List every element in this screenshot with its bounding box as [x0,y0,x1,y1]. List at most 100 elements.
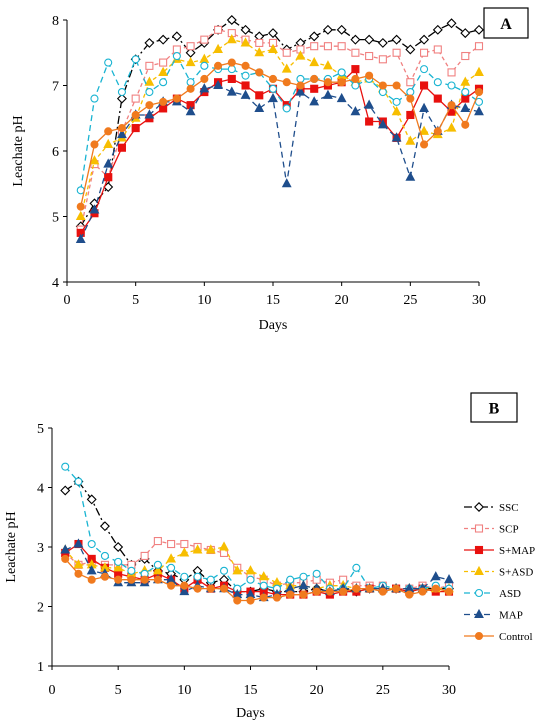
data-point [474,66,484,76]
data-point [99,521,110,532]
legend-marker [474,545,484,555]
data-point [296,74,305,83]
data-point [233,596,242,605]
data-point [116,93,127,104]
data-point [114,557,123,566]
y-tick-label: 4 [52,276,59,291]
data-point [75,210,86,221]
data-point [365,117,374,126]
data-point [322,24,333,35]
data-point [474,88,484,97]
series-control [76,58,484,211]
data-point [351,48,360,57]
series-control [61,554,454,605]
x-tick-label: 30 [472,293,486,308]
y-tick-label: 5 [52,211,59,226]
data-point [433,78,442,87]
data-point [420,81,429,90]
data-point [185,56,196,67]
data-point [364,99,375,109]
data-point [90,94,99,103]
data-point [241,81,250,90]
data-point [103,158,114,168]
series-line [80,84,480,240]
data-point [419,102,429,112]
data-point [365,51,374,61]
data-point [246,596,255,605]
data-point [240,24,251,35]
data-point [158,34,169,45]
data-point [268,43,278,54]
data-point [227,65,236,74]
data-point [433,45,442,54]
data-point [152,565,163,575]
data-point [145,61,154,70]
data-point [282,104,291,113]
data-point [73,559,84,569]
legend-label: SSC [499,502,519,514]
data-point [200,74,209,83]
panel-label: A [500,16,512,33]
series-s-map [76,65,484,237]
data-point [245,565,256,575]
data-point [282,48,291,57]
legend-marker [474,608,484,619]
data-point [246,575,255,584]
data-point [114,575,123,584]
data-point [419,34,430,45]
legend-label: S+ASD [499,567,533,579]
data-point [103,138,114,148]
data-point [153,575,162,584]
data-point [474,42,484,51]
data-point [444,574,454,584]
data-point [205,544,216,554]
data-point [299,590,308,599]
data-point [281,178,292,188]
data-point [461,120,470,129]
data-point [391,106,402,116]
data-point [378,55,387,64]
data-point [405,171,416,181]
data-point [61,462,70,471]
legend-label: ASD [499,588,521,600]
data-point [312,569,321,578]
x-axis-label: Days [259,318,288,333]
data-point [199,83,210,93]
x-tick-label: 15 [244,683,258,698]
data-point [461,88,470,97]
x-tick-label: 0 [64,293,71,308]
data-point [460,76,471,86]
legend-label: SCP [499,524,519,536]
data-point [405,590,414,599]
data-point [159,97,168,106]
data-point [405,44,416,55]
data-point [339,587,348,596]
data-point [104,127,113,136]
data-point [89,155,100,165]
y-tick-label: 5 [37,422,44,437]
data-point [351,65,360,74]
data-point [227,74,236,83]
data-point [391,34,402,45]
data-point [268,74,278,83]
data-point [200,35,209,44]
data-point [75,233,86,243]
data-point [296,81,305,90]
data-point [186,84,195,93]
data-point [419,125,429,135]
data-point [337,68,346,77]
data-point [309,96,320,106]
data-point [295,50,306,60]
data-point [145,101,154,110]
panel-label-box [470,392,518,423]
data-point [213,43,223,54]
data-point [255,91,264,100]
data-point [61,554,70,563]
x-tick-label: 30 [442,683,456,698]
data-point [193,584,202,593]
data-point [167,581,176,590]
data-point [227,58,236,67]
y-tick-label: 3 [37,541,44,556]
series-line [80,67,480,234]
